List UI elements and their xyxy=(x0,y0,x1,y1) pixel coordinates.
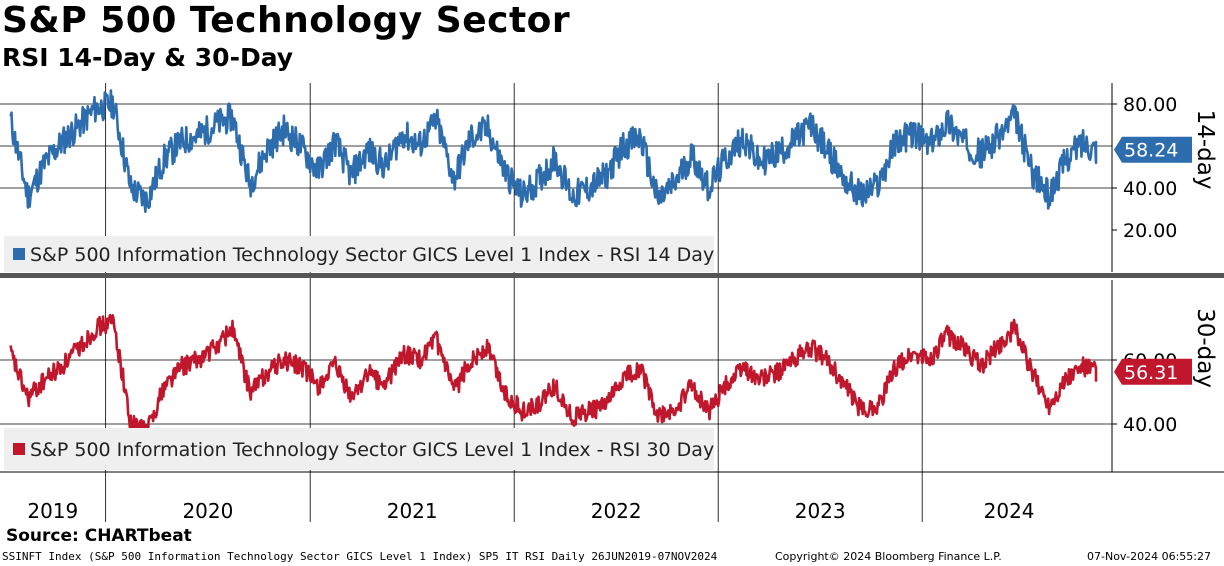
copyright-text: Copyright© 2024 Bloomberg Finance L.P. xyxy=(775,550,1002,563)
timestamp-text: 07-Nov-2024 06:55:27 xyxy=(1087,550,1212,563)
rsi14-line xyxy=(9,89,1098,213)
legend-box xyxy=(4,428,714,470)
y-tick-label: 40.00 xyxy=(1123,178,1177,200)
legend-swatch xyxy=(13,248,25,260)
y-tick-label: 40.00 xyxy=(1123,414,1177,436)
y-tick-label: 80.00 xyxy=(1123,94,1177,116)
chart-canvas: 20.00 40.00 80.00 S&P 500 Information Techn… xyxy=(0,83,1224,523)
legend-box xyxy=(4,236,714,272)
x-tick-label: 2023 xyxy=(795,499,846,523)
ticker-description: SSINFT Index (S&P 500 Information Techno… xyxy=(2,550,718,563)
last-value-label: 56.31 xyxy=(1124,362,1178,384)
source-label: Source: CHARTbeat xyxy=(6,526,192,546)
chart-subtitle: RSI 14-Day & 30-Day xyxy=(2,43,294,72)
axis-side-label: 30-day xyxy=(1192,308,1218,388)
legend-text: S&P 500 Information Technology Sector GI… xyxy=(30,439,714,461)
x-tick-label: 2019 xyxy=(27,499,78,523)
x-tick-label: 2024 xyxy=(984,499,1035,523)
y-tick-label: 20.00 xyxy=(1123,220,1177,242)
last-value-tag xyxy=(1114,358,1192,385)
legend-text: S&P 500 Information Technology Sector GI… xyxy=(30,244,714,266)
last-value-tag xyxy=(1114,136,1192,163)
axis-side-label: 14-day xyxy=(1192,110,1218,190)
x-tick-label: 2021 xyxy=(387,499,438,523)
panel-separator xyxy=(0,273,1224,278)
chart-title: S&P 500 Technology Sector xyxy=(2,0,571,41)
x-tick-label: 2020 xyxy=(182,499,233,523)
last-value-label: 58.24 xyxy=(1124,140,1178,162)
x-tick-label: 2022 xyxy=(591,499,642,523)
rsi30-line xyxy=(9,313,1098,439)
legend-swatch xyxy=(13,443,25,455)
